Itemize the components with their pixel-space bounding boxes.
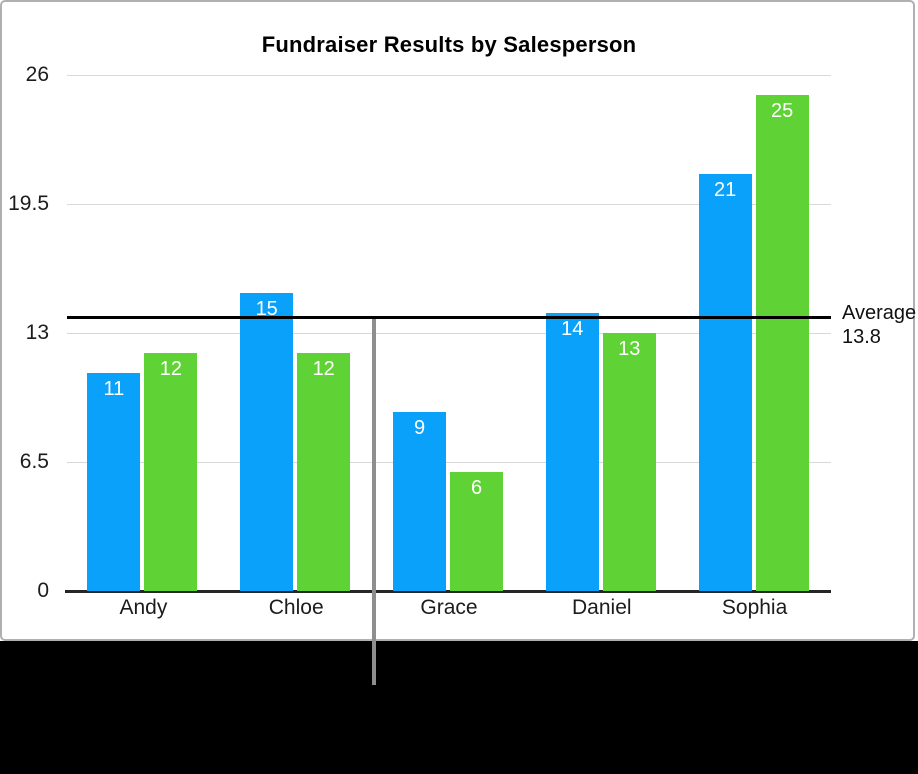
y-tick-label: 19.5 bbox=[8, 192, 49, 215]
bar-value-label: 13 bbox=[618, 338, 641, 360]
bar-value-label: 9 bbox=[413, 417, 426, 440]
bar-value-label: 21 bbox=[713, 179, 737, 202]
x-category-label: Grace bbox=[420, 596, 478, 619]
bottom-black-panel bbox=[0, 641, 918, 774]
bar-green-series-daniel bbox=[602, 333, 656, 591]
x-category-label: Andy bbox=[119, 596, 168, 619]
bar-blue-series-sophia bbox=[698, 174, 752, 591]
bar-value-label: 6 bbox=[470, 476, 483, 499]
bar-green-series-sophia bbox=[755, 94, 809, 591]
bar-green-series-andy bbox=[144, 352, 198, 591]
plot-area: Fundraiser Results by Salesperson 26 19.5… bbox=[8, 32, 917, 619]
bar-value-label: 25 bbox=[770, 99, 794, 122]
bar-value-label: 11 bbox=[103, 377, 125, 400]
y-tick-label: 0 bbox=[37, 579, 49, 602]
y-tick-label: 6.5 bbox=[19, 450, 49, 473]
bar-blue-series-chloe bbox=[240, 293, 294, 591]
x-category-label: Chloe bbox=[268, 596, 324, 619]
pointer-vertical-line bbox=[372, 318, 376, 685]
bar-blue-series-daniel bbox=[545, 313, 599, 591]
average-label: Average 13.8 bbox=[842, 302, 917, 349]
bar-blue-series-andy bbox=[87, 372, 141, 591]
bar-value-label: 15 bbox=[255, 298, 278, 321]
y-tick-label: 26 bbox=[25, 63, 49, 86]
bar-value-label: 12 bbox=[312, 357, 335, 380]
gridline bbox=[67, 461, 831, 463]
bar-green-series-chloe bbox=[297, 352, 351, 591]
gridline bbox=[67, 203, 831, 205]
bar-blue-series-grace bbox=[393, 412, 446, 591]
x-category-label: Daniel bbox=[572, 596, 632, 619]
bar-value-label: 12 bbox=[159, 357, 183, 380]
bar-green-series-grace bbox=[450, 471, 503, 591]
x-category-label: Sophia bbox=[721, 596, 788, 619]
y-tick-label: 13 bbox=[25, 321, 49, 344]
x-axis-line bbox=[65, 589, 831, 593]
chart-title: Fundraiser Results by Salesperson bbox=[261, 32, 637, 57]
gridline bbox=[67, 332, 831, 334]
gridline bbox=[67, 74, 831, 76]
average-reference-line bbox=[67, 315, 831, 319]
bar-value-label: 14 bbox=[561, 318, 584, 341]
